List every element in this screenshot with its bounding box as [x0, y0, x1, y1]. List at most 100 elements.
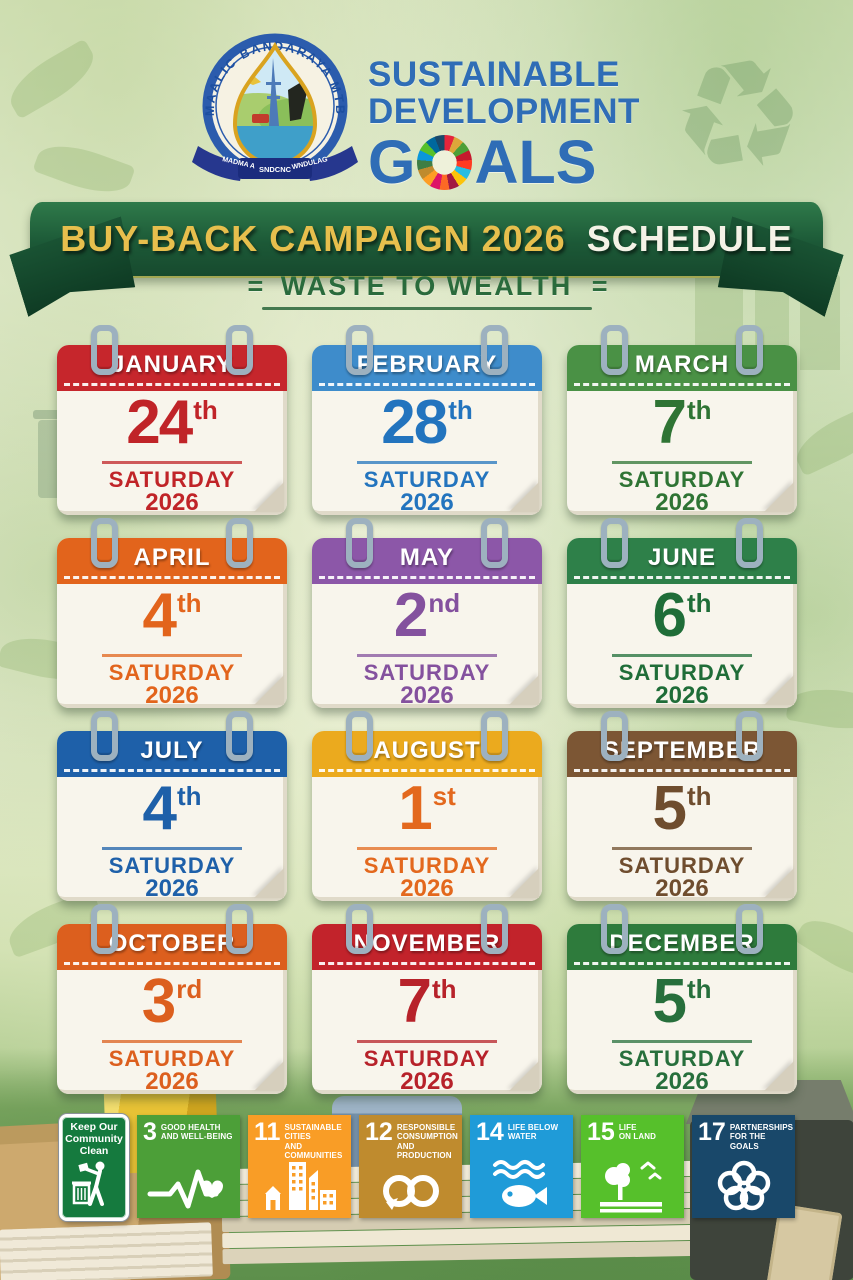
calendar-grid: JANUARY 24th SATURDAY 2026 FEBRUARY 28th: [57, 325, 797, 1095]
sdg-color-wheel-icon: [417, 134, 473, 190]
weekday-label: SATURDAY: [618, 660, 746, 685]
binder-ring-icon: [346, 711, 373, 761]
month-card: MAY 2nd SATURDAY 2026: [312, 518, 542, 709]
month-name: OCTOBER: [108, 930, 236, 957]
sdg-label: LIFE BELOW WATER: [507, 1123, 559, 1142]
year-label: 2026: [145, 1068, 199, 1095]
month-card: JANUARY 24th SATURDAY 2026: [57, 325, 287, 516]
weekday-label: SATURDAY: [618, 1046, 746, 1071]
month-name: AUGUST: [373, 737, 481, 764]
sdg-number: 14: [476, 1118, 504, 1146]
year-label: 2026: [655, 489, 709, 516]
binder-ring-icon: [346, 325, 373, 375]
month-name: SEPTEMBER: [602, 737, 762, 764]
ordinal-suffix: st: [432, 781, 456, 811]
banner-title-suffix: SCHEDULE: [586, 218, 793, 259]
event-date: 7th: [312, 971, 542, 1033]
page-curl: [254, 868, 284, 898]
svg-text:SNDCNC: SNDCNC: [259, 165, 292, 174]
page-curl: [254, 675, 284, 705]
event-date: 28th: [312, 392, 542, 454]
year-label: 2026: [400, 489, 454, 516]
binder-ring-icon: [91, 325, 118, 375]
weekday-label: SATURDAY: [618, 853, 746, 878]
ordinal-suffix: th: [176, 588, 202, 618]
event-date: 5th: [567, 778, 797, 840]
month-card: JUNE 6th SATURDAY 2026: [567, 518, 797, 709]
ordinal-suffix: th: [686, 974, 712, 1004]
month-card: FEBRUARY 28th SATURDAY 2026: [312, 325, 542, 516]
month-card: AUGUST 1st SATURDAY 2026: [312, 711, 542, 902]
day-number: 2: [393, 581, 429, 650]
binder-ring-icon: [481, 518, 508, 568]
sdg-tile-14: 14 LIFE BELOW WATER: [470, 1115, 573, 1218]
sdg-tile-12: 12 RESPONSIBLE CONSUMPTION AND PRODUCTION: [359, 1115, 462, 1218]
sdg-wordmark: SUSTAINABLE DEVELOPMENT G ALS: [368, 56, 640, 193]
ordinal-suffix: nd: [428, 588, 461, 618]
date-divider: [612, 654, 752, 657]
day-number: 4: [142, 581, 177, 650]
weekday-label: SATURDAY: [363, 1046, 491, 1071]
ordinal-suffix: th: [686, 588, 712, 618]
day-number: 28: [381, 388, 448, 457]
month-card: NOVEMBER 7th SATURDAY 2026: [312, 904, 542, 1095]
year-label: 2026: [145, 875, 199, 902]
binder-ring-icon: [91, 518, 118, 568]
month-name: APRIL: [133, 544, 211, 571]
sdg-number: 11: [254, 1118, 281, 1146]
year-label: 2026: [400, 682, 454, 709]
day-number: 24: [126, 388, 193, 457]
weekday-label: SATURDAY: [363, 660, 491, 685]
weekday-label: SATURDAY: [363, 467, 491, 492]
goals-letter-g: G: [368, 128, 416, 196]
page-curl: [764, 1061, 794, 1091]
binder-ring-icon: [226, 518, 253, 568]
subtitle-underline: [261, 307, 592, 310]
day-number: 3: [141, 967, 177, 1036]
sdg-wordmark-line1: SUSTAINABLE: [368, 55, 620, 94]
ordinal-suffix: th: [448, 395, 473, 425]
date-divider: [357, 461, 497, 464]
event-date: 6th: [567, 585, 797, 647]
litter-disposal-icon: [72, 1161, 105, 1207]
year-label: 2026: [145, 489, 199, 516]
day-number: 1: [398, 774, 433, 843]
banner-title: BUY-BACK CAMPAIGN 2026 SCHEDULE: [30, 202, 823, 276]
municipal-crest-logo: MAALIC BANDARAYA MTB MADMA A SNDCNC WNDU…: [188, 30, 363, 195]
ordinal-suffix: th: [193, 395, 218, 425]
weekday-label: SATURDAY: [618, 467, 746, 492]
page-curl: [509, 1061, 539, 1091]
month-card: DECEMBER 5th SATURDAY 2026: [567, 904, 797, 1095]
weekday-label: SATURDAY: [108, 467, 236, 492]
month-card: SEPTEMBER 5th SATURDAY 2026: [567, 711, 797, 902]
page-curl: [509, 868, 539, 898]
date-divider: [612, 847, 752, 850]
binder-ring-icon: [226, 325, 253, 375]
year-label: 2026: [655, 682, 709, 709]
binder-ring-icon: [601, 518, 628, 568]
day-number: 4: [142, 774, 177, 843]
date-divider: [357, 654, 497, 657]
ordinal-suffix: th: [176, 781, 202, 811]
binder-ring-icon: [91, 904, 118, 954]
sdg-label: LIFE ON LAND: [618, 1123, 656, 1142]
binder-ring-icon: [91, 711, 118, 761]
date-divider: [612, 461, 752, 464]
month-card: JULY 4th SATURDAY 2026: [57, 711, 287, 902]
day-number: 6: [652, 581, 687, 650]
event-date: 2nd: [312, 585, 542, 647]
sdg-wordmark-goals: G ALS: [368, 131, 640, 193]
keep-community-clean-sign: Keep Our Community Clean: [59, 1114, 129, 1221]
month-card: APRIL 4th SATURDAY 2026: [57, 518, 287, 709]
subtitle-text: WASTE TO WEALTH: [280, 271, 573, 301]
binder-ring-icon: [601, 711, 628, 761]
page-curl: [509, 482, 539, 512]
ordinal-suffix: th: [431, 974, 457, 1004]
page-curl: [764, 482, 794, 512]
year-label: 2026: [655, 1068, 709, 1095]
binder-ring-icon: [226, 711, 253, 761]
year-label: 2026: [400, 1068, 454, 1095]
interlocking-rings-icon: [717, 1160, 770, 1211]
tree-icon: [599, 1161, 662, 1213]
